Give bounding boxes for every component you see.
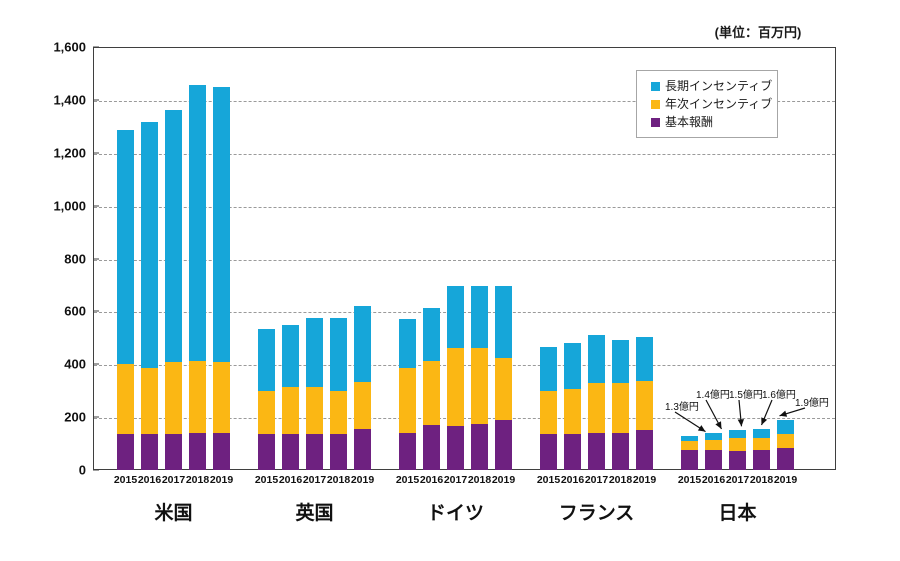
y-axis-tick-label: 400 [64,356,86,372]
gridline [94,312,835,314]
group-label-ドイツ: ドイツ [426,503,484,524]
legend-item-long-term-incentive[interactable]: 長期インセンティブ [637,77,777,95]
x-axis-year-label: 2016 [419,474,444,486]
annotation-label-2016: 1.4億円 [696,390,730,401]
gridline [94,206,835,208]
x-axis-year-label: 2015 [395,474,420,486]
legend-swatch-icon [651,81,660,91]
x-axis-year-label: 2018 [608,474,633,486]
annotation-label-2019: 1.9億円 [795,398,829,409]
legend-swatch-icon [651,99,660,109]
y-axis-tick-mark [93,205,99,207]
legend-item-annual-incentive[interactable]: 年次インセンティブ [637,95,777,113]
unit-caption: (単位：百万円) [714,25,802,40]
x-axis-year-label: 2017 [584,474,609,486]
y-axis-tick-mark [93,152,99,154]
y-axis-tick-label: 1,000 [53,198,86,214]
x-axis-year-label: 2017 [443,474,468,486]
x-axis-year-label: 2018 [185,474,210,486]
x-axis-year-label: 2019 [350,474,375,486]
x-axis-year-label: 2018 [749,474,774,486]
x-axis-year-label: 2018 [326,474,351,486]
x-axis-year-label: 2017 [725,474,750,486]
y-axis-labels: 0 200 400 600 800 1,000 1,200 1,400 1,600 [20,40,86,478]
y-axis-tick-mark [93,258,99,259]
y-axis-tick-label: 1,600 [53,39,86,55]
legend-item-label: 基本報酬 [665,115,714,129]
x-axis-year-label: 2019 [632,474,657,486]
y-axis-tick-mark [93,363,99,365]
y-axis-tick-mark [93,310,99,312]
legend-item-label: 年次インセンティブ [665,97,773,111]
x-axis-year-label: 2015 [113,474,138,486]
x-axis-year-label: 2015 [536,474,561,486]
gridline [94,100,835,102]
annotation-label-2015: 1.3億円 [665,402,699,413]
group-label-英国: 英国 [295,503,334,524]
gridline [94,259,835,261]
x-axis-year-label: 2016 [560,474,585,486]
group-label-日本: 日本 [718,503,757,524]
x-axis-year-label: 2017 [302,474,327,486]
y-axis-tick-mark [93,99,99,101]
legend-item-base-compensation[interactable]: 基本報酬 [637,113,777,131]
x-axis-year-label: 2015 [254,474,279,486]
chart-legend: 長期インセンティブ 年次インセンティブ 基本報酬 [636,70,778,138]
y-axis-tick-label: 0 [78,462,86,478]
y-axis-tick-label: 800 [64,251,86,266]
annotation-label-2017: 1.5億円 [729,390,763,401]
x-axis-year-label: 2016 [137,474,162,486]
y-axis-tick-mark [93,416,99,418]
gridline [94,365,835,367]
annotation-label-2018: 1.6億円 [762,390,796,401]
x-axis-year-label: 2015 [677,474,702,486]
legend-swatch-icon [651,117,660,127]
y-axis-tick-label: 200 [64,409,86,425]
x-axis-year-label: 2017 [161,474,186,486]
gridline [94,153,835,155]
y-axis-tick-label: 600 [64,303,86,319]
x-axis-year-label: 2016 [278,474,303,486]
group-label-米国: 米国 [154,503,193,524]
y-axis-tick-mark [93,469,99,471]
y-axis-tick-mark [93,46,99,48]
x-axis-year-label: 2019 [773,474,798,486]
x-axis-year-label: 2018 [467,474,492,486]
group-label-フランス: フランス [558,503,635,524]
x-axis-year-label: 2016 [701,474,726,486]
y-axis-tick-label: 1,400 [53,92,86,108]
gridline [94,418,835,420]
x-axis-year-label: 2019 [491,474,516,486]
y-axis-tick-label: 1,200 [53,145,86,161]
legend-item-label: 長期インセンティブ [665,79,773,93]
x-axis-year-label: 2019 [209,474,234,486]
